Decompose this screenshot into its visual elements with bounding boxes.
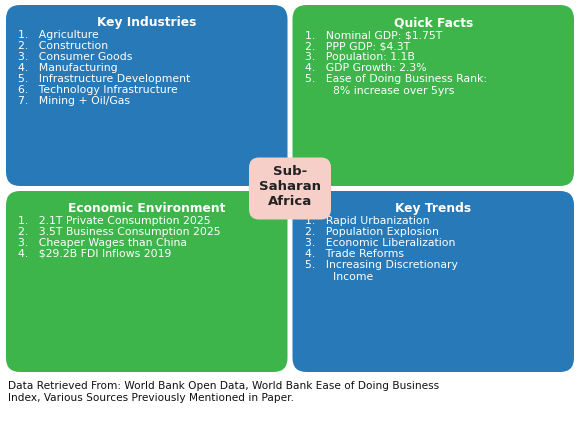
Text: 4.   Trade Reforms: 4. Trade Reforms — [304, 249, 404, 258]
Text: Key Trends: Key Trends — [395, 202, 472, 215]
Text: Data Retrieved From: World Bank Open Data, World Bank Ease of Doing Business
Ind: Data Retrieved From: World Bank Open Dat… — [8, 380, 439, 402]
Text: 4.   $29.2B FDI Inflows 2019: 4. $29.2B FDI Inflows 2019 — [18, 249, 171, 258]
FancyBboxPatch shape — [292, 191, 574, 372]
Text: 2.   Construction: 2. Construction — [18, 41, 108, 51]
Text: 2.   PPP GDP: $4.3T: 2. PPP GDP: $4.3T — [304, 41, 409, 51]
Text: 2.   Population Explosion: 2. Population Explosion — [304, 227, 438, 237]
Text: 5.   Infrastructure Development: 5. Infrastructure Development — [18, 74, 190, 84]
FancyBboxPatch shape — [6, 191, 288, 372]
Text: Quick Facts: Quick Facts — [394, 16, 473, 29]
Text: 3.   Cheaper Wages than China: 3. Cheaper Wages than China — [18, 237, 187, 247]
Text: 6.   Technology Infrastructure: 6. Technology Infrastructure — [18, 85, 177, 95]
Text: 5.   Increasing Discretionary
        Income: 5. Increasing Discretionary Income — [304, 259, 458, 281]
Text: Economic Environment: Economic Environment — [68, 202, 226, 215]
Text: 1.   2.1T Private Consumption 2025: 1. 2.1T Private Consumption 2025 — [18, 215, 211, 225]
Text: 2.   3.5T Business Consumption 2025: 2. 3.5T Business Consumption 2025 — [18, 227, 220, 237]
Text: Key Industries: Key Industries — [97, 16, 197, 29]
Text: 3.   Consumer Goods: 3. Consumer Goods — [18, 52, 132, 62]
Text: 3.   Economic Liberalization: 3. Economic Liberalization — [304, 237, 455, 247]
Text: 5.   Ease of Doing Business Rank:
        8% increase over 5yrs: 5. Ease of Doing Business Rank: 8% incre… — [304, 74, 487, 95]
FancyBboxPatch shape — [6, 6, 288, 187]
Text: 1.   Agriculture: 1. Agriculture — [18, 30, 99, 40]
FancyBboxPatch shape — [249, 158, 331, 220]
Text: Sub-
Saharan
Africa: Sub- Saharan Africa — [259, 165, 321, 208]
Text: 3.   Population: 1.1B: 3. Population: 1.1B — [304, 52, 414, 62]
Text: 7.   Mining + Oil/Gas: 7. Mining + Oil/Gas — [18, 96, 130, 106]
FancyBboxPatch shape — [292, 6, 574, 187]
Text: 4.   GDP Growth: 2.3%: 4. GDP Growth: 2.3% — [304, 63, 426, 73]
Text: 1.   Rapid Urbanization: 1. Rapid Urbanization — [304, 215, 429, 225]
Text: 4.   Manufacturing: 4. Manufacturing — [18, 63, 118, 73]
Text: 1.   Nominal GDP: $1.75T: 1. Nominal GDP: $1.75T — [304, 30, 442, 40]
